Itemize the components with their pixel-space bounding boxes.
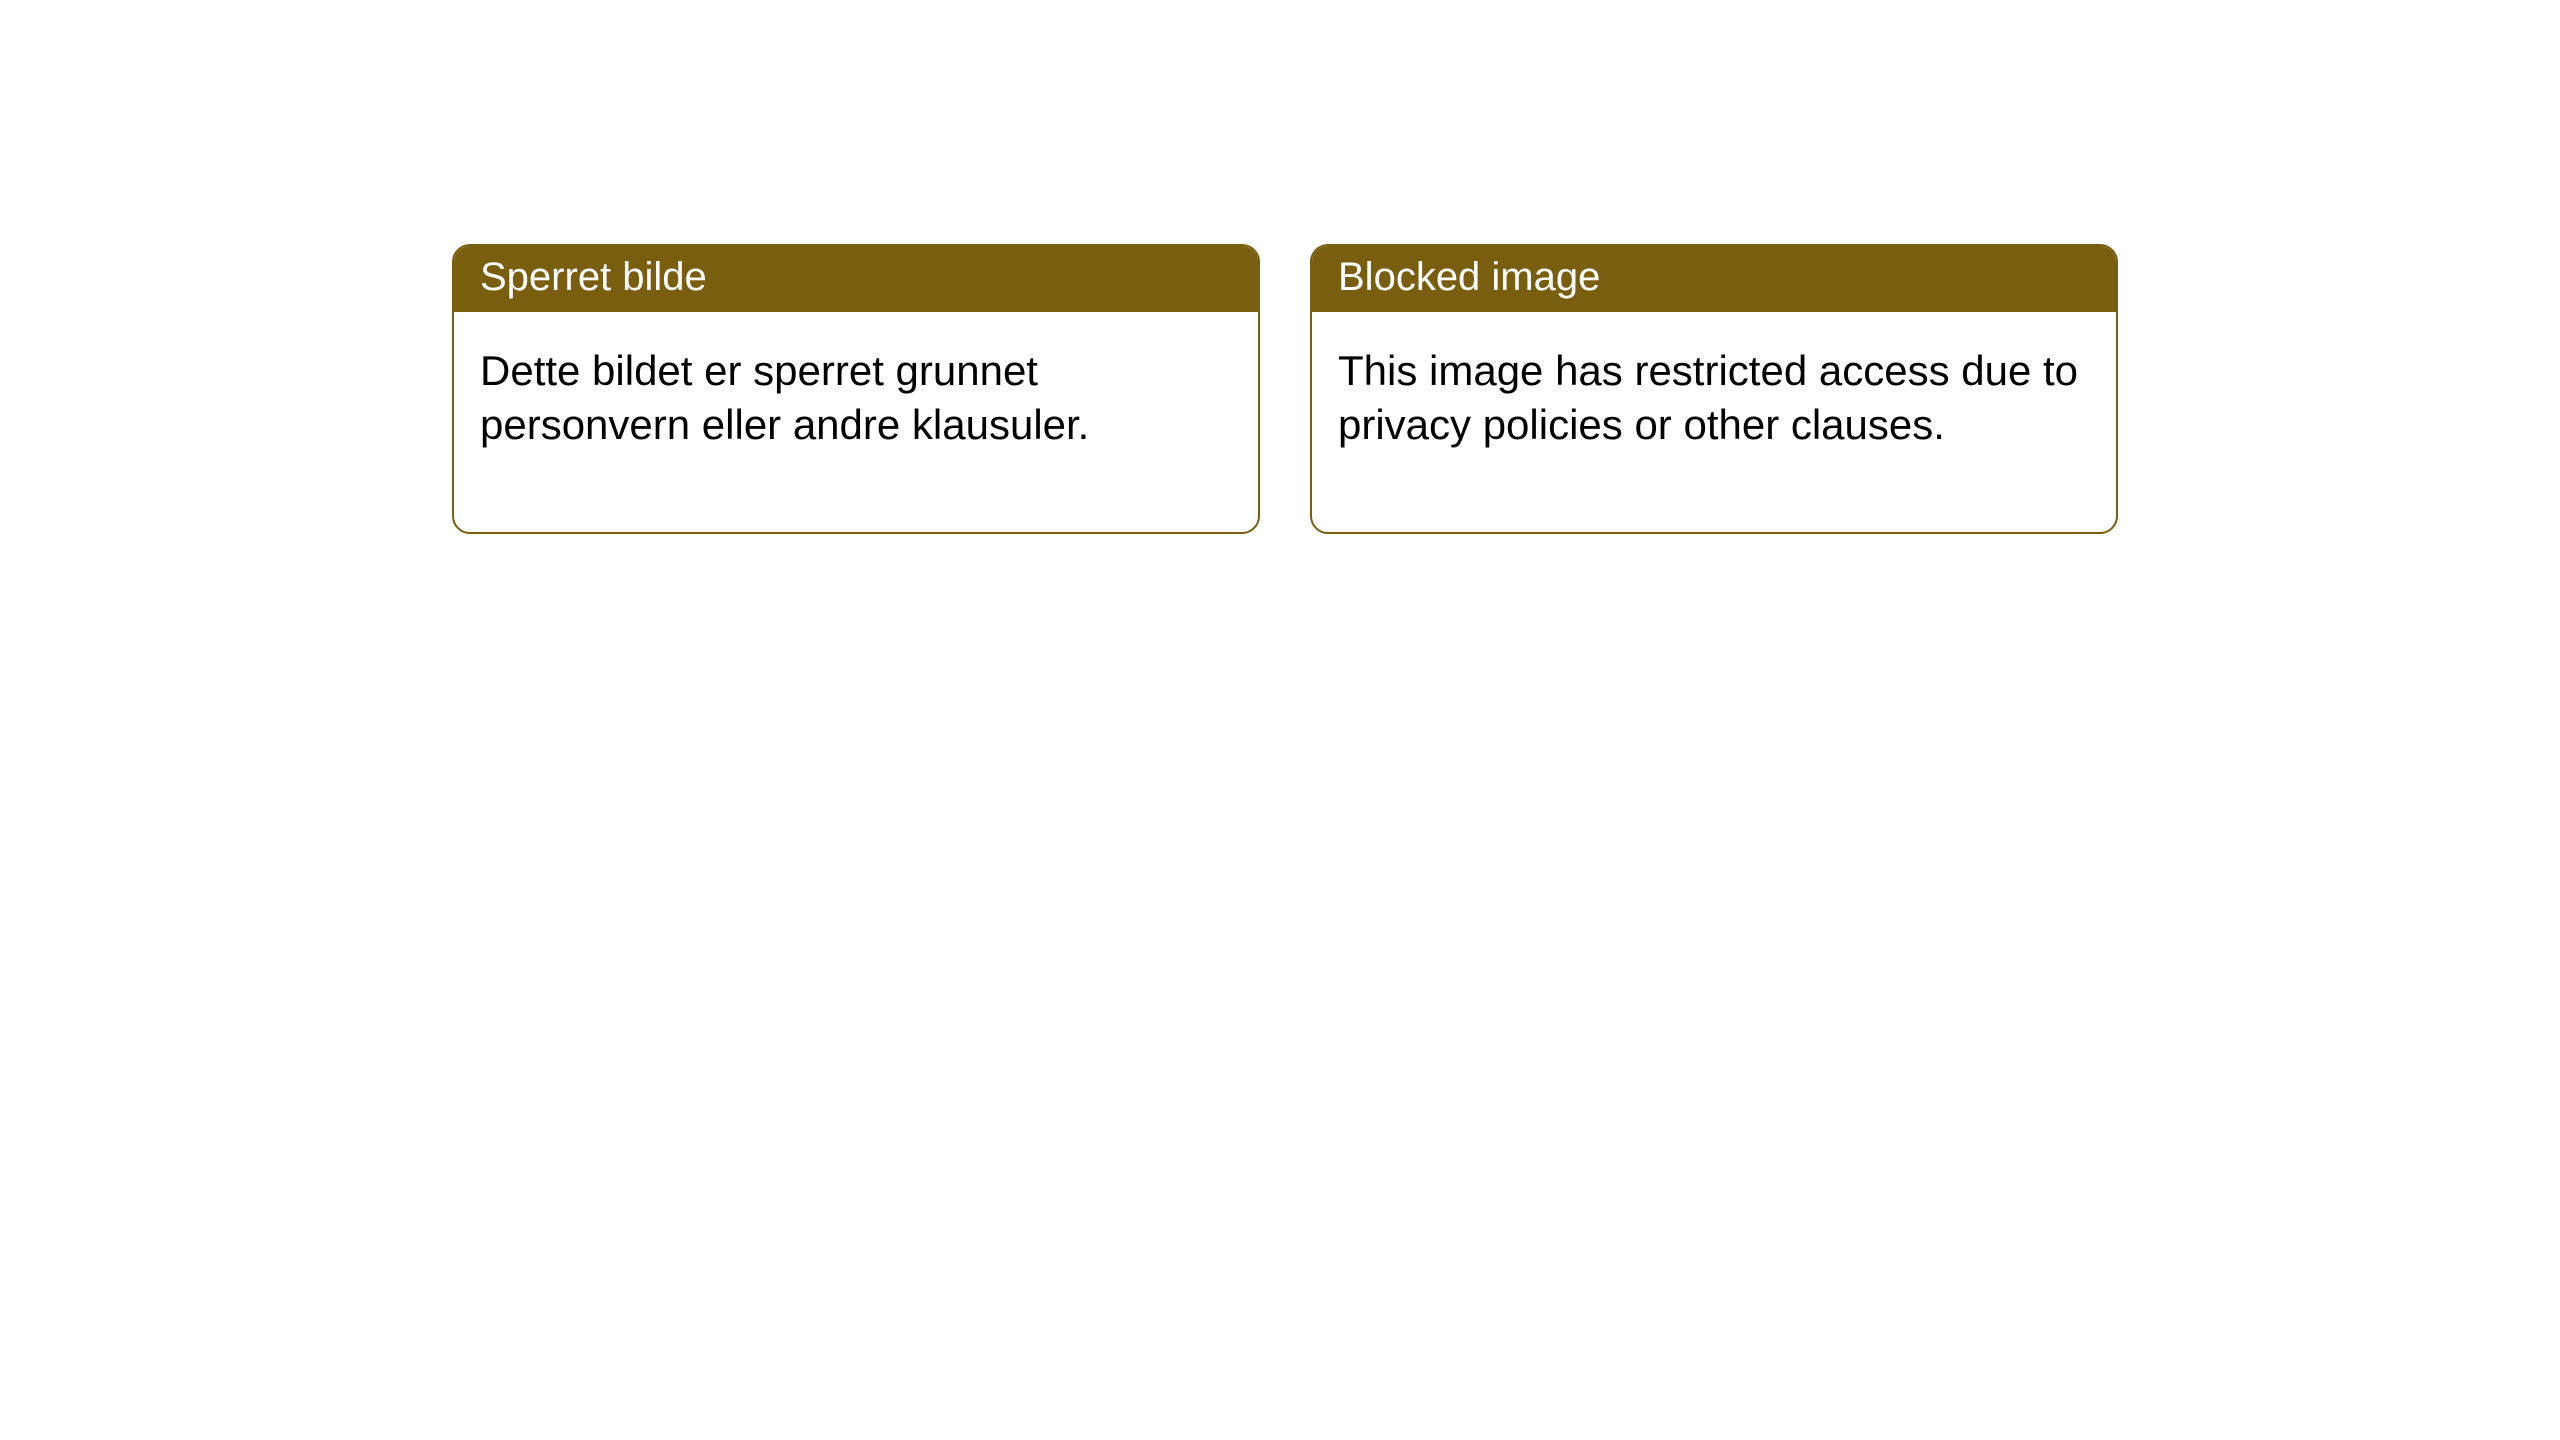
- card-header: Blocked image: [1312, 246, 2116, 312]
- notice-card-english: Blocked image This image has restricted …: [1310, 244, 2118, 534]
- card-title: Blocked image: [1338, 255, 1600, 299]
- card-body-text: Dette bildet er sperret grunnet personve…: [480, 347, 1089, 448]
- card-body: This image has restricted access due to …: [1312, 312, 2116, 532]
- card-title: Sperret bilde: [480, 255, 707, 299]
- notice-card-norwegian: Sperret bilde Dette bildet er sperret gr…: [452, 244, 1260, 534]
- notice-container: Sperret bilde Dette bildet er sperret gr…: [452, 244, 2118, 534]
- card-body-text: This image has restricted access due to …: [1338, 347, 2078, 448]
- card-header: Sperret bilde: [454, 246, 1258, 312]
- card-body: Dette bildet er sperret grunnet personve…: [454, 312, 1258, 532]
